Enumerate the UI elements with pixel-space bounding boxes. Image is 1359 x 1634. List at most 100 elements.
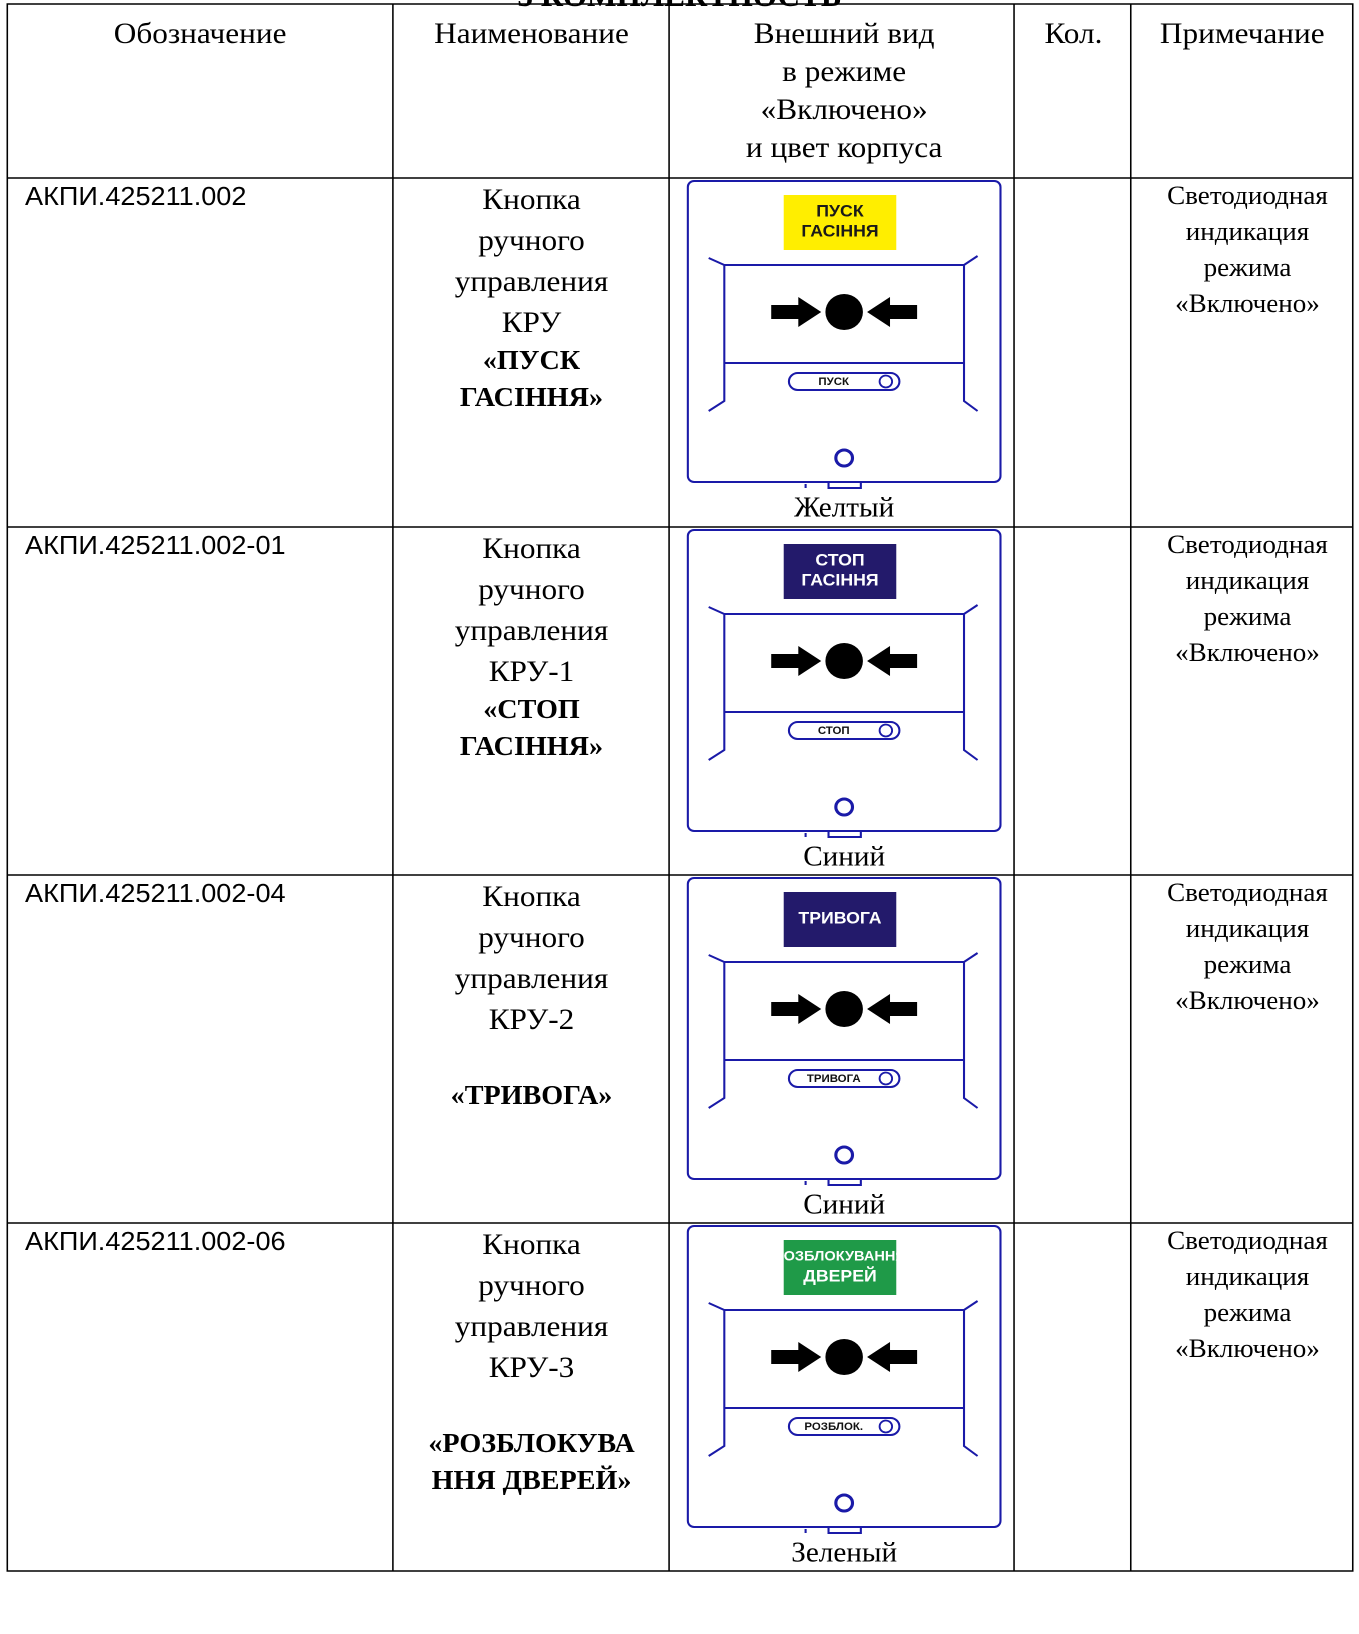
note: «Включено» [1175, 637, 1320, 666]
device-led [834, 1493, 855, 1513]
arrow-right [771, 1342, 822, 1372]
note: режима [1204, 1297, 1292, 1326]
device-window [708, 952, 979, 1109]
note: режима [1204, 252, 1292, 281]
arrow-right [771, 994, 822, 1024]
device-button [825, 294, 863, 330]
device-window [708, 255, 979, 412]
item-name-bold: «СТОП [483, 694, 580, 724]
column-header: «Включено» [761, 92, 928, 125]
item-name-bold: «РОЗБЛОКУВА [428, 1428, 634, 1458]
table-grid [6, 3, 1354, 1572]
item-name: ручного [478, 920, 585, 953]
note: индикация [1186, 913, 1310, 942]
device-button [825, 991, 863, 1027]
device-clip [804, 830, 862, 838]
sign-text: ДВЕРЕЙ [803, 1266, 877, 1286]
column-header: в режиме [782, 54, 906, 87]
body-color: Синий [803, 842, 885, 872]
arrow-left [867, 297, 918, 327]
device-clip [804, 1526, 862, 1534]
sign-text: РОЗБЛОКУВАННЯ [774, 1249, 906, 1265]
button-label-frame [787, 721, 901, 740]
item-name: Кнопка [482, 1227, 581, 1260]
item-name: Кнопка [482, 879, 581, 912]
note: Светодиодная [1167, 877, 1328, 906]
item-name: ручного [478, 223, 585, 256]
column-header: Кол. [1044, 16, 1102, 49]
designation: АКПИ.425211.002-04 [25, 878, 286, 907]
device-button [825, 1339, 863, 1375]
item-name: управления [455, 961, 608, 994]
note: Светодиодная [1167, 1225, 1328, 1254]
item-name: КРУ-1 [489, 654, 575, 687]
body-color: Желтый [794, 493, 894, 523]
designation: АКПИ.425211.002-01 [25, 530, 286, 559]
note: «Включено» [1175, 288, 1320, 317]
arrow-right [771, 646, 822, 676]
device-window [708, 604, 979, 761]
note: Светодиодная [1167, 529, 1328, 558]
device-led [834, 1145, 855, 1165]
button-label-frame [787, 1417, 901, 1436]
device-sign [783, 544, 897, 599]
sign-text: ТРИВОГА [798, 908, 882, 928]
button-led [878, 1071, 894, 1086]
item-name: управления [455, 613, 608, 646]
device-button [825, 643, 863, 679]
item-name: ручного [478, 572, 585, 605]
column-header: Наименование [434, 16, 629, 49]
designation: АКПИ.425211.002-06 [25, 1226, 286, 1255]
body-color: Зеленый [791, 1538, 897, 1568]
item-name-bold: «ТРИВОГА» [451, 1080, 613, 1110]
column-header: Обозначение [114, 16, 287, 49]
device-led [834, 797, 855, 817]
item-name: КРУ-3 [489, 1350, 575, 1383]
note: индикация [1186, 565, 1310, 594]
device-clip [804, 481, 862, 489]
sign-text: ГАСІННЯ [801, 570, 878, 590]
column-header: Примечание [1160, 16, 1325, 49]
button-label: ТРИВОГА [807, 1073, 861, 1085]
button-label-frame [787, 372, 901, 391]
button-led [878, 374, 894, 389]
device-sign [783, 195, 897, 250]
note: индикация [1186, 216, 1310, 245]
body-color: Синий [803, 1190, 885, 1220]
arrow-left [867, 1342, 918, 1372]
item-name: управления [455, 1309, 608, 1342]
arrow-left [867, 994, 918, 1024]
designation: АКПИ.425211.002 [25, 181, 246, 210]
button-led [878, 723, 894, 738]
sign-text: СТОП [815, 550, 864, 570]
item-name-bold: «ПУСК [483, 345, 580, 375]
item-name: КРУ [502, 305, 562, 338]
device-sign [783, 1240, 897, 1295]
note: «Включено» [1175, 985, 1320, 1014]
sign-text: ПУСК [816, 201, 864, 221]
column-header: и цвет корпуса [746, 130, 943, 163]
arrow-left [867, 646, 918, 676]
device-led [834, 448, 855, 468]
item-name: ручного [478, 1268, 585, 1301]
item-name: Кнопка [482, 182, 581, 215]
device-window [708, 1300, 979, 1457]
item-name: Кнопка [482, 531, 581, 564]
device-sign [783, 892, 897, 947]
button-label: СТОП [818, 725, 850, 737]
note: Светодиодная [1167, 180, 1328, 209]
note: «Включено» [1175, 1333, 1320, 1362]
item-name: управления [455, 264, 608, 297]
button-label-frame [787, 1069, 901, 1088]
device-illustration: ТРИВОГА ТРИВОГА [686, 877, 1002, 1186]
note: индикация [1186, 1261, 1310, 1290]
button-label: ПУСК [818, 376, 849, 388]
note: режима [1204, 949, 1292, 978]
item-name: КРУ-2 [489, 1002, 575, 1035]
item-name-bold: ННЯ ДВЕРЕЙ» [432, 1465, 632, 1495]
